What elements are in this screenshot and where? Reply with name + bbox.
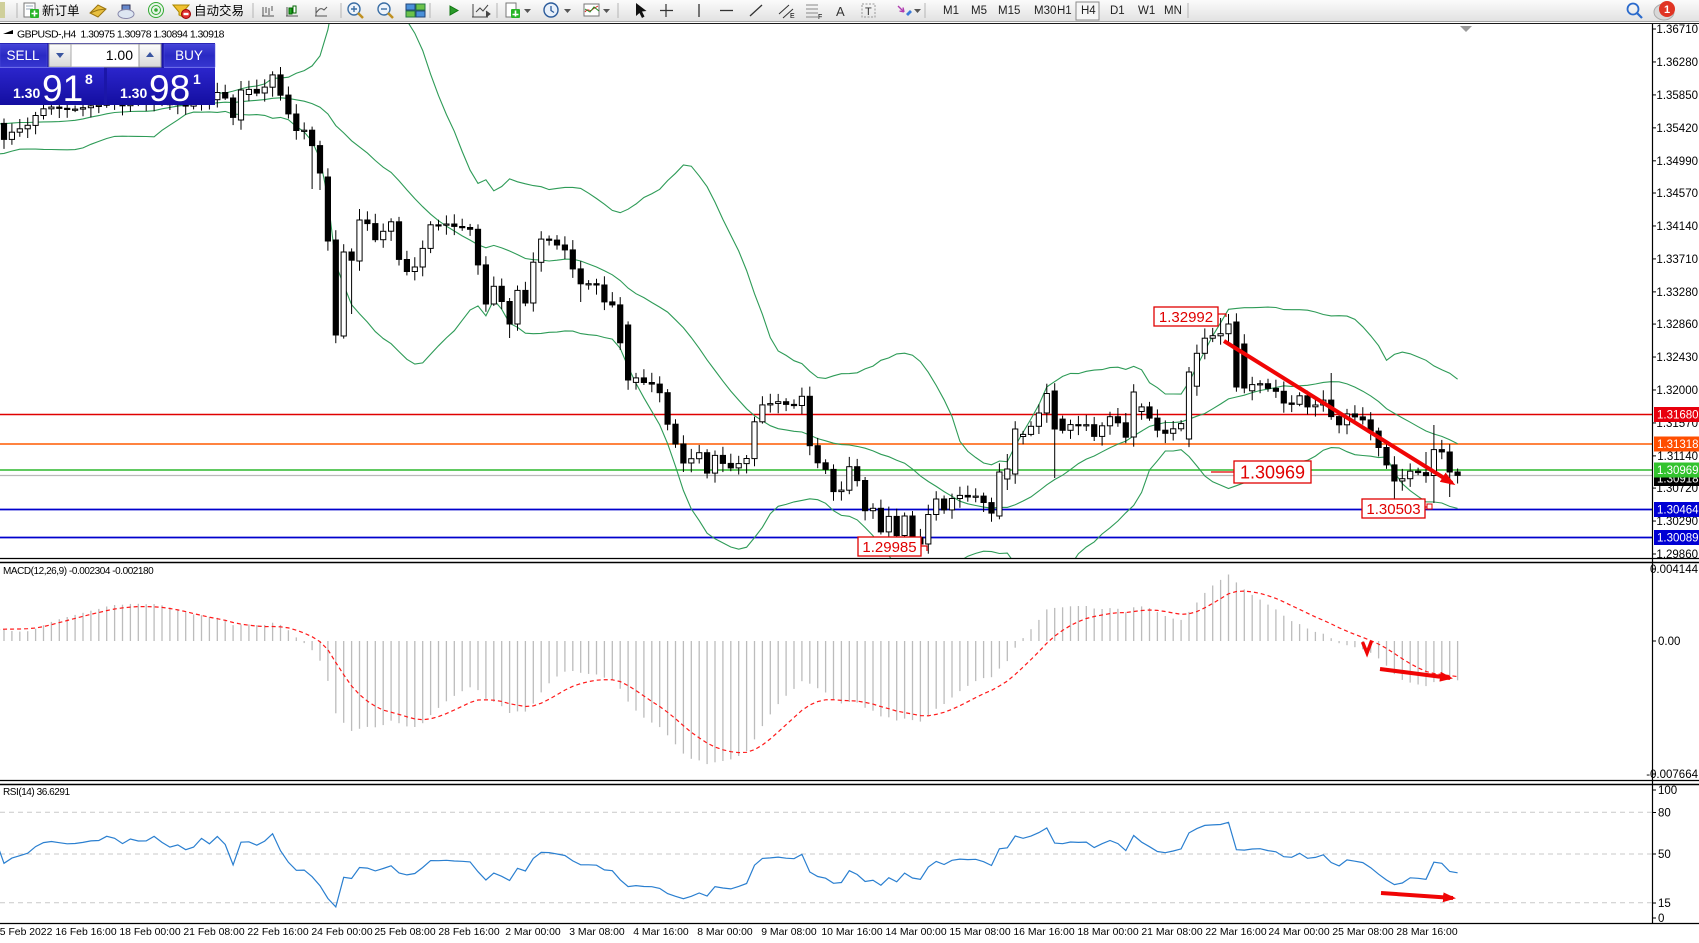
svg-text:8 Mar 00:00: 8 Mar 00:00 — [697, 927, 753, 938]
svg-text:4 Mar 16:00: 4 Mar 16:00 — [633, 927, 689, 938]
svg-text:自动交易: 自动交易 — [194, 3, 244, 18]
svg-text:1.34140: 1.34140 — [1656, 221, 1698, 233]
svg-text:15 Mar 08:00: 15 Mar 08:00 — [949, 927, 1010, 938]
svg-text:1.36280: 1.36280 — [1656, 57, 1698, 69]
svg-text:1.34990: 1.34990 — [1656, 156, 1698, 168]
svg-text:1.31680: 1.31680 — [1657, 410, 1699, 422]
svg-text:24 Mar 00:00: 24 Mar 00:00 — [1268, 927, 1329, 938]
svg-text:100: 100 — [1658, 785, 1677, 797]
svg-text:1: 1 — [1664, 4, 1670, 16]
svg-text:91: 91 — [42, 68, 83, 109]
svg-text:SELL: SELL — [6, 48, 40, 63]
svg-text:3 Mar 08:00: 3 Mar 08:00 — [569, 927, 625, 938]
svg-text:18 Feb 00:00: 18 Feb 00:00 — [119, 927, 180, 938]
svg-text:1.30089: 1.30089 — [1657, 533, 1699, 545]
svg-text:1.32000: 1.32000 — [1656, 385, 1698, 397]
svg-text:25 Mar 08:00: 25 Mar 08:00 — [1332, 927, 1393, 938]
svg-text:D1: D1 — [1110, 5, 1125, 17]
svg-text:1.35850: 1.35850 — [1656, 90, 1698, 102]
svg-text:H1: H1 — [1057, 5, 1072, 17]
svg-text:新订单: 新订单 — [42, 3, 80, 18]
svg-text:14 Mar 00:00: 14 Mar 00:00 — [885, 927, 946, 938]
svg-text:1.33710: 1.33710 — [1656, 254, 1698, 266]
svg-text:1.30: 1.30 — [13, 85, 40, 101]
svg-text:RSI(14) 36.6291: RSI(14) 36.6291 — [3, 787, 71, 798]
svg-text:28 Mar 16:00: 28 Mar 16:00 — [1396, 927, 1457, 938]
svg-text:-0.007664: -0.007664 — [1646, 769, 1698, 781]
svg-text:BUY: BUY — [175, 48, 203, 63]
svg-text:0: 0 — [1658, 913, 1664, 925]
svg-text:1.32992: 1.32992 — [1159, 309, 1213, 326]
svg-text:28 Feb 16:00: 28 Feb 16:00 — [438, 927, 499, 938]
svg-text:22 Mar 16:00: 22 Mar 16:00 — [1205, 927, 1266, 938]
svg-text:18 Mar 00:00: 18 Mar 00:00 — [1077, 927, 1138, 938]
svg-text:16 Feb 16:00: 16 Feb 16:00 — [55, 927, 116, 938]
svg-text:22 Feb 16:00: 22 Feb 16:00 — [247, 927, 308, 938]
svg-text:1.31318: 1.31318 — [1657, 439, 1699, 451]
svg-text:1.36710: 1.36710 — [1656, 24, 1698, 36]
svg-text:1.35420: 1.35420 — [1656, 123, 1698, 135]
svg-text:1.29860: 1.29860 — [1656, 549, 1698, 561]
svg-text:M5: M5 — [971, 5, 987, 17]
svg-text:M15: M15 — [998, 5, 1020, 17]
svg-text:1.30290: 1.30290 — [1656, 516, 1698, 528]
svg-text:15: 15 — [1658, 898, 1671, 910]
svg-text:E: E — [790, 13, 795, 20]
svg-text:1.29985: 1.29985 — [862, 539, 916, 556]
svg-text:1.30503: 1.30503 — [1366, 501, 1420, 518]
svg-text:25 Feb 08:00: 25 Feb 08:00 — [374, 927, 435, 938]
svg-text:H4: H4 — [1081, 5, 1096, 17]
svg-text:T: T — [865, 6, 872, 18]
svg-text:M1: M1 — [943, 5, 959, 17]
svg-text:21 Mar 08:00: 21 Mar 08:00 — [1141, 927, 1202, 938]
svg-text:1: 1 — [193, 71, 201, 87]
svg-text:F: F — [818, 14, 822, 21]
svg-text:1.30720: 1.30720 — [1656, 483, 1698, 495]
svg-text:10 Mar 16:00: 10 Mar 16:00 — [821, 927, 882, 938]
svg-text:1.32430: 1.32430 — [1656, 352, 1698, 364]
svg-text:MACD(12,26,9) -0.002304 -0.002: MACD(12,26,9) -0.002304 -0.002180 — [3, 566, 154, 577]
svg-text:1.30969: 1.30969 — [1240, 462, 1305, 482]
svg-text:98: 98 — [149, 68, 190, 109]
svg-text:15 Feb 2022: 15 Feb 2022 — [0, 927, 53, 938]
svg-text:W1: W1 — [1138, 5, 1155, 17]
svg-text:1.00: 1.00 — [106, 47, 133, 63]
svg-text:24 Feb 00:00: 24 Feb 00:00 — [311, 927, 372, 938]
svg-text:1.33280: 1.33280 — [1656, 287, 1698, 299]
svg-text:50: 50 — [1658, 849, 1671, 861]
svg-text:9 Mar 08:00: 9 Mar 08:00 — [761, 927, 817, 938]
svg-text:MN: MN — [1164, 5, 1182, 17]
svg-text:1.30: 1.30 — [120, 85, 147, 101]
svg-text:GBPUSD-,H4 1.30975 1.30978 1.: GBPUSD-,H4 1.30975 1.30978 1.30894 1.309… — [17, 29, 225, 41]
svg-text:1.30464: 1.30464 — [1657, 505, 1699, 517]
svg-text:16 Mar 16:00: 16 Mar 16:00 — [1013, 927, 1074, 938]
svg-text:21 Feb 08:00: 21 Feb 08:00 — [183, 927, 244, 938]
svg-text:2 Mar 00:00: 2 Mar 00:00 — [505, 927, 561, 938]
svg-text:M30: M30 — [1034, 5, 1056, 17]
svg-text:8: 8 — [85, 71, 93, 87]
svg-text:1.34570: 1.34570 — [1656, 188, 1698, 200]
svg-text:1.31140: 1.31140 — [1657, 451, 1698, 463]
svg-text:A: A — [836, 4, 845, 19]
svg-text:1.32860: 1.32860 — [1656, 319, 1698, 331]
svg-text:80: 80 — [1658, 808, 1671, 820]
svg-text:0.004144: 0.004144 — [1650, 564, 1699, 576]
svg-text:1.30969: 1.30969 — [1657, 465, 1699, 477]
svg-text:0.00: 0.00 — [1658, 636, 1680, 648]
